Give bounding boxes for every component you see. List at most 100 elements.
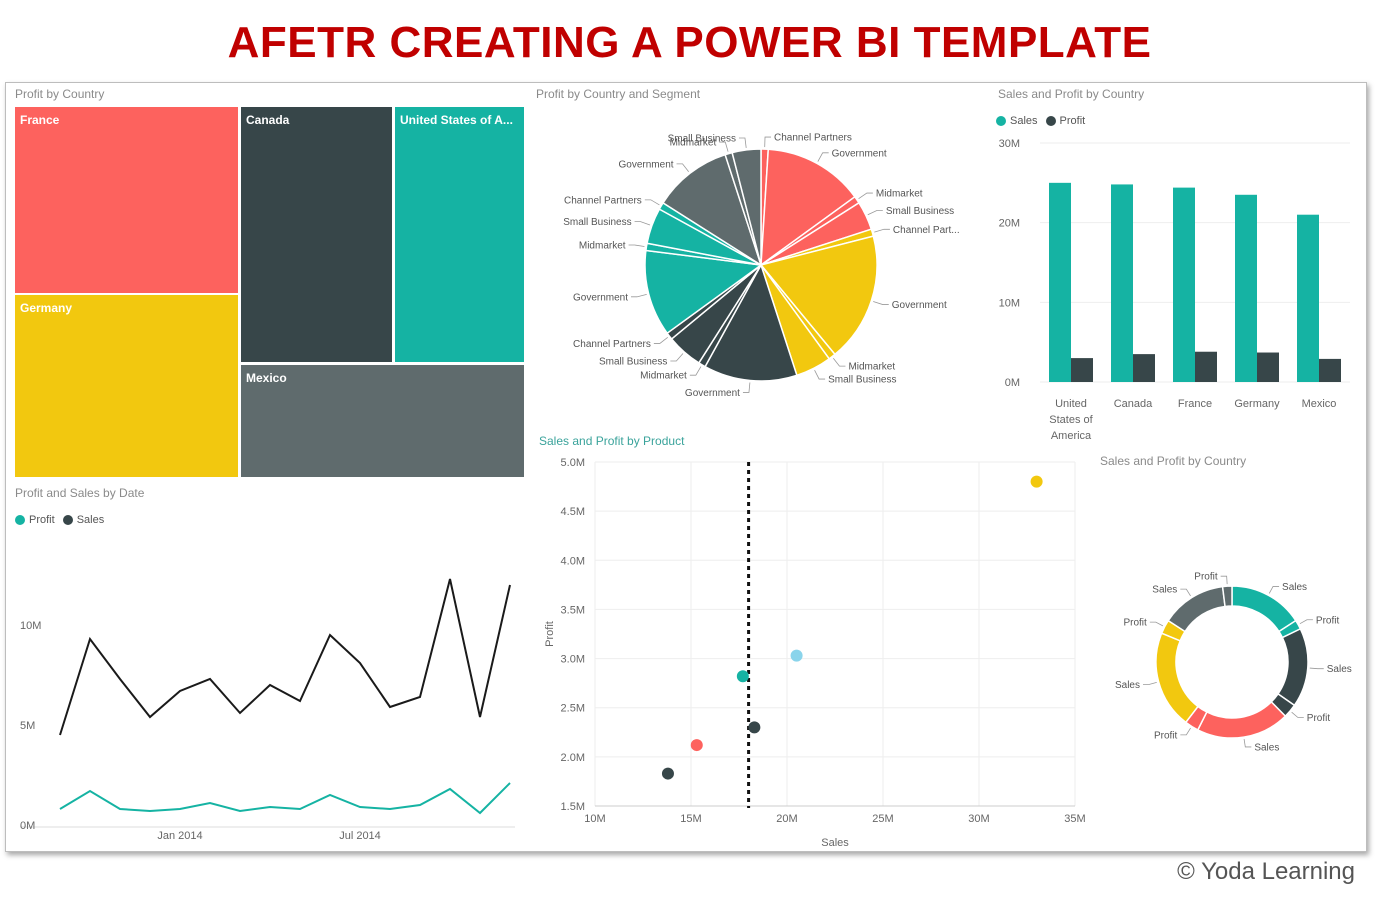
donut-leader-line (1268, 586, 1280, 594)
scatter-y-tick-label: 5.0M (561, 457, 585, 469)
donut-slice-label: Profit (1194, 572, 1218, 583)
pie-slice-label: Midmarket (848, 362, 895, 373)
pie-leader-line (742, 382, 751, 393)
donut-slice-label: Profit (1307, 713, 1331, 724)
pie-slice-label: Small Business (563, 217, 631, 228)
donut-slice-label: Sales (1327, 664, 1352, 675)
pie-slice (644, 249, 763, 335)
pie-slice-label: Midmarket (876, 189, 923, 200)
treemap-tile-germany[interactable]: Germany (15, 295, 238, 477)
bar-y-tick-label: 10M (999, 297, 1020, 309)
pie-slice-label: Government (832, 148, 887, 159)
pie-slice-label: Midmarket (640, 371, 687, 382)
pie-leader-line (676, 163, 689, 173)
treemap-tile-canada[interactable]: Canada (241, 107, 392, 362)
pie-slice (760, 148, 856, 267)
treemap-tile-usa[interactable]: United States of A... (395, 107, 524, 362)
pie-leader-line (689, 366, 702, 376)
donut-leader-line (1180, 727, 1191, 736)
bar-profit (1133, 354, 1155, 382)
bar-x-tick-label: Canada (1114, 398, 1153, 410)
bar-profit (1195, 351, 1217, 382)
bar-sales (1049, 182, 1071, 382)
scatter-x-axis-label: Sales (821, 837, 849, 849)
legend-label-profit: Profit (1059, 115, 1086, 127)
pie-leader-line (764, 136, 772, 148)
legend-label-profit: Profit (29, 514, 55, 526)
pie-slice (662, 153, 763, 267)
scatter-point (690, 739, 703, 752)
donut-leader-line (1142, 681, 1157, 685)
pie-slice-label: Channel Partners (774, 133, 852, 144)
pie-slice-label: Midmarket (670, 138, 717, 149)
bar-sales (1111, 184, 1133, 382)
treemap-tile-mexico[interactable]: Mexico (241, 365, 524, 477)
pie-leader-line (628, 244, 645, 247)
scatter-point (1030, 475, 1043, 488)
scatter-x-tick-label: 15M (680, 813, 701, 825)
pie-leader-line (874, 228, 890, 233)
pie-slice-label: Small Business (599, 357, 667, 368)
donut-slice (1196, 700, 1287, 739)
pie-slice-label: Small Business (886, 206, 954, 217)
bar-profit (1319, 358, 1341, 382)
legend-marker-profit (1045, 116, 1056, 126)
pie-leader-line (670, 353, 684, 362)
bar-sales (1173, 187, 1195, 382)
scatter-chart: 1.5M 2.0M 2.5M 3.0M 3.5M 4.0M 4.5M 5.0M 10M 15M 20… (544, 457, 1086, 849)
pie-slice-label: Small Business (668, 134, 736, 145)
donut-leader-line (1149, 621, 1164, 627)
donut-leader-line (1220, 575, 1228, 585)
legend-label-sales: Sales (76, 514, 105, 526)
scatter-y-tick-label: 4.0M (561, 555, 585, 567)
pie-slice-label: Small Business (828, 375, 896, 386)
donut-title: Sales and Profit by Country (1100, 454, 1247, 468)
pie-leader-line (814, 369, 826, 380)
pie-leader-line (634, 221, 651, 226)
donut-leader-line (1243, 738, 1252, 748)
bar-y-tick-label: 20M (999, 218, 1020, 230)
scatter-y-tick-label: 2.5M (561, 703, 585, 715)
scatter-x-tick-label: 20M (776, 813, 797, 825)
donut-leader-line (1309, 667, 1324, 670)
pie-leader-line (719, 141, 729, 152)
donut-leader-line (1299, 619, 1313, 625)
pie-leader-line (833, 357, 846, 367)
pie-slice (704, 263, 798, 382)
pie-slice-label: Government (619, 159, 674, 170)
pie-slice-label: Government (573, 292, 628, 303)
bar-legend: Sales Profit (996, 115, 1085, 127)
pie-slice-label: Channel Partners (564, 195, 642, 206)
legend-marker-sales (996, 116, 1006, 126)
line-x-tick-label: Jul 2014 (339, 830, 381, 842)
pie-slice-label: Midmarket (579, 240, 626, 251)
bar-x-tick-label: Germany (1234, 398, 1280, 410)
donut-slice-label: Sales (1282, 582, 1307, 593)
line-x-tick-label: Jan 2014 (157, 830, 202, 842)
line-y-tick-label: 10M (20, 620, 41, 632)
donut-slice-label: Sales (1115, 680, 1140, 691)
treemap-tile-france[interactable]: France (15, 107, 238, 293)
bar-x-tick-label: United (1055, 398, 1087, 410)
bar-chart: 0M 10M 20M 30M United States of America Canada F… (999, 138, 1350, 442)
scatter-y-tick-label: 4.5M (561, 506, 585, 518)
scatter-title: Sales and Profit by Product (539, 434, 685, 448)
treemap-label: France (20, 113, 60, 127)
scatter-x-tick-label: 30M (968, 813, 989, 825)
pie-slice-label: Channel Part... (893, 225, 960, 236)
scatter-y-axis-label: Profit (544, 621, 556, 647)
line-legend: Profit Sales (15, 514, 104, 526)
donut-leader-line (1291, 711, 1304, 718)
donut-slice-label: Profit (1316, 615, 1340, 626)
pie-leader-line (653, 337, 669, 344)
scatter-y-tick-label: 1.5M (561, 801, 585, 813)
bar-profit (1257, 352, 1279, 382)
donut-slice-label: Sales (1152, 585, 1177, 596)
line-title: Profit and Sales by Date (15, 486, 145, 500)
copyright: © Yoda Learning (1177, 858, 1355, 885)
line-series-profit (59, 782, 511, 815)
donut-slice (1276, 627, 1309, 707)
treemap-label: Mexico (246, 371, 287, 385)
scatter-x-tick-label: 35M (1064, 813, 1085, 825)
scatter-point (748, 721, 761, 734)
